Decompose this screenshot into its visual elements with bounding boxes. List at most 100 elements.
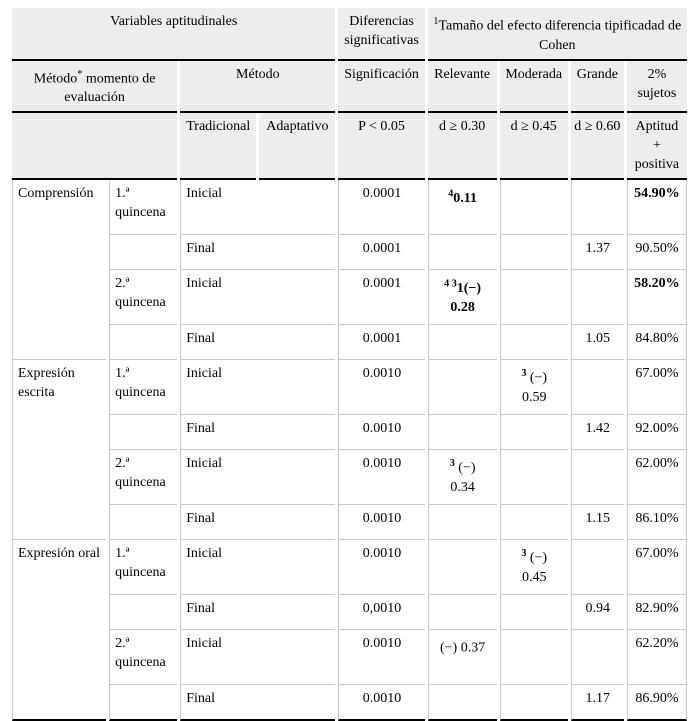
cell-grande xyxy=(570,630,624,686)
header-aptitud-positiva: Aptitud + positiva xyxy=(626,113,687,181)
header-adaptativo: Adaptativo xyxy=(259,113,336,181)
header-metodo: Método xyxy=(180,60,336,114)
cell-moderada xyxy=(499,180,568,236)
cell-relevante: 40.11 xyxy=(427,180,497,236)
cell-quincena: 1.ª quincena xyxy=(109,180,178,236)
cell-quincena: 1.ª quincena xyxy=(109,360,178,416)
header-row-2: Método* momento de evaluación Método Sig… xyxy=(12,60,687,114)
cell-moderada xyxy=(499,630,568,686)
cell-momento: Inicial xyxy=(180,630,336,686)
table-row: Final 0.0010 1.17 86.90% xyxy=(12,685,687,721)
header-tradicional: Tradicional xyxy=(180,113,257,181)
cell-moderada xyxy=(499,270,568,326)
cell-sujetos: 62.20% xyxy=(626,630,687,686)
cell-quincena: 2.ª quincena xyxy=(109,270,178,326)
header-grande: Grande xyxy=(570,60,624,114)
cell-quincena: 2.ª quincena xyxy=(109,450,178,506)
cell-significacion: 0.0010 xyxy=(338,360,425,416)
cell-significacion: 0.0001 xyxy=(338,270,425,326)
cell-significacion: 0.0010 xyxy=(338,540,425,596)
cell-quincena xyxy=(109,415,178,451)
cell-quincena xyxy=(109,685,178,721)
cell-grande xyxy=(570,360,624,416)
cell-quincena xyxy=(109,325,178,361)
cell-sujetos: 86.10% xyxy=(626,505,687,541)
cell-sujetos: 62.00% xyxy=(626,450,687,506)
cell-sujetos: 54.90% xyxy=(626,180,687,236)
header-2pct-sujetos: 2% sujetos xyxy=(626,60,687,114)
cell-momento: Final xyxy=(180,505,336,541)
cell-variable-comprension: Comprensión xyxy=(12,180,107,361)
results-table: Variables aptitudinales Diferencias sign… xyxy=(9,8,690,721)
header-cohen: 1Tamaño del efecto diferencia tipificada… xyxy=(427,8,687,61)
cell-grande xyxy=(570,450,624,506)
table-header: Variables aptitudinales Diferencias sign… xyxy=(12,8,687,181)
header-moderada: Moderada xyxy=(499,60,568,114)
header-variables-aptitudinales: Variables aptitudinales xyxy=(12,8,336,61)
cell-moderada xyxy=(499,595,568,631)
cell-momento: Final xyxy=(180,685,336,721)
cell-momento: Inicial xyxy=(180,180,336,236)
table-row: 2.ª quincena Inicial 0.0001 4 31(−) 0.28 … xyxy=(12,270,687,326)
header-row-3: Tradicional Adaptativo P < 0.05 d ≥ 0.30… xyxy=(12,113,687,181)
table-row: Comprensión 1.ª quincena Inicial 0.0001 … xyxy=(12,180,687,361)
header-row-1: Variables aptitudinales Diferencias sign… xyxy=(12,8,687,61)
cell-quincena xyxy=(109,235,178,271)
cell-relevante: (−) 0.37 xyxy=(427,630,497,686)
cell-grande: 1.05 xyxy=(570,325,624,361)
cell-significacion: 0.0010 xyxy=(338,415,425,451)
cell-grande xyxy=(570,270,624,326)
cell-moderada: 3 (−) 0.45 xyxy=(499,540,568,596)
header-p-threshold: P < 0.05 xyxy=(338,113,425,181)
cell-momento: Final xyxy=(180,415,336,451)
cell-sujetos: 58.20% xyxy=(626,270,687,326)
cell-quincena: 2.ª quincena xyxy=(109,630,178,686)
cell-significacion: 0,0010 xyxy=(338,595,425,631)
cell-momento: Final xyxy=(180,595,336,631)
cell-relevante xyxy=(427,235,497,271)
cell-significacion: 0.0010 xyxy=(338,685,425,721)
table-row: Expresión escrita 1.ª quincena Inicial 0… xyxy=(12,360,687,541)
table-row: Final 0.0001 1.37 90.50% xyxy=(12,235,687,271)
cell-grande: 1.15 xyxy=(570,505,624,541)
cell-momento: Inicial xyxy=(180,450,336,506)
table-row: 2.ª quincena Inicial 0.0010 (−) 0.37 62.… xyxy=(12,630,687,686)
cell-quincena xyxy=(109,595,178,631)
cell-relevante xyxy=(427,685,497,721)
cell-moderada xyxy=(499,325,568,361)
cell-significacion: 0.0010 xyxy=(338,505,425,541)
cell-relevante xyxy=(427,505,497,541)
footnote-asterisk-marker: * xyxy=(77,68,83,80)
header-significacion: Significación xyxy=(338,60,425,114)
cell-significacion: 0.0010 xyxy=(338,450,425,506)
header-diferencias-significativas: Diferencias significativas xyxy=(338,8,425,61)
cell-momento: Inicial xyxy=(180,540,336,596)
cell-significacion: 0.0001 xyxy=(338,325,425,361)
cell-grande: 1.37 xyxy=(570,235,624,271)
header-relevante: Relevante xyxy=(427,60,497,114)
cell-significacion: 0.0001 xyxy=(338,235,425,271)
cell-grande: 1.42 xyxy=(570,415,624,451)
table-row: Final 0.0010 1.42 92.00% xyxy=(12,415,687,451)
cell-sujetos: 67.00% xyxy=(626,360,687,416)
table-row: 2.ª quincena Inicial 0.0010 3 (−) 0.34 62… xyxy=(12,450,687,506)
cell-sujetos: 90.50% xyxy=(626,235,687,271)
cell-grande xyxy=(570,540,624,596)
table-row: Final 0.0010 1.15 86.10% xyxy=(12,505,687,541)
cell-momento: Inicial xyxy=(180,270,336,326)
cell-sujetos: 86.90% xyxy=(626,685,687,721)
cell-relevante xyxy=(427,595,497,631)
cell-relevante xyxy=(427,360,497,416)
cell-significacion: 0.0010 xyxy=(338,630,425,686)
cell-variable-expresion-escrita: Expresión escrita xyxy=(12,360,107,541)
cell-grande: 1.17 xyxy=(570,685,624,721)
cell-significacion: 0.0001 xyxy=(338,180,425,236)
cell-sujetos: 82.90% xyxy=(626,595,687,631)
cell-moderada xyxy=(499,235,568,271)
cell-sujetos: 67.00% xyxy=(626,540,687,596)
cell-relevante: 3 (−) 0.34 xyxy=(427,450,497,506)
cell-momento: Final xyxy=(180,325,336,361)
cell-grande: 0.94 xyxy=(570,595,624,631)
cell-relevante xyxy=(427,325,497,361)
